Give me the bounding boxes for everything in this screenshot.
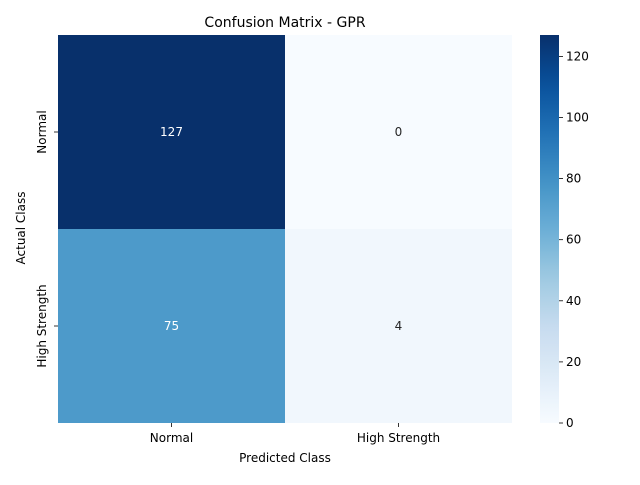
colorbar-tick-label: 120 (566, 49, 589, 63)
cell-value-label: 127 (160, 125, 183, 139)
y-tick-label: Normal (35, 110, 49, 153)
colorbar-tick-label: 0 (566, 416, 574, 430)
y-axis: Normal High Strength (35, 110, 58, 368)
colorbar: 0 20 40 60 80 100 120 (540, 35, 589, 430)
colorbar-tick-label: 60 (566, 233, 581, 247)
colorbar-tick-label: 80 (566, 172, 581, 186)
x-axis-label: Predicted Class (239, 451, 331, 465)
cell-value-label: 0 (395, 125, 403, 139)
x-axis: Normal High Strength (150, 423, 440, 445)
chart-title: Confusion Matrix - GPR (204, 15, 365, 31)
colorbar-tick-label: 40 (566, 294, 581, 308)
cell-value-label: 75 (164, 319, 179, 333)
x-tick-label: High Strength (357, 431, 440, 445)
colorbar-tick-label: 20 (566, 355, 581, 369)
heatmap-cell (58, 229, 285, 423)
y-axis-label: Actual Class (14, 192, 28, 265)
heatmap-cell (285, 229, 512, 423)
y-tick-label: High Strength (35, 284, 49, 367)
heatmap-cells: 127 0 75 4 (58, 35, 512, 423)
x-tick-label: Normal (150, 431, 193, 445)
colorbar-gradient (540, 35, 559, 423)
heatmap-cell (58, 35, 285, 229)
heatmap-cell (285, 35, 512, 229)
cell-value-label: 4 (395, 319, 403, 333)
colorbar-tick-label: 100 (566, 110, 589, 124)
